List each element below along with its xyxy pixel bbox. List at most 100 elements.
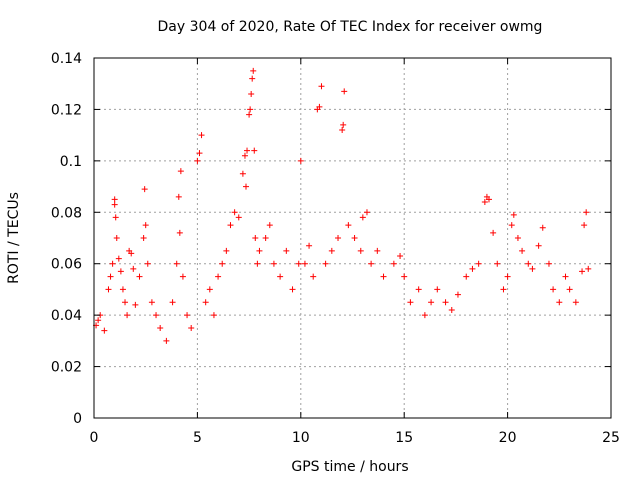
y-tick-label: 0.04: [51, 308, 82, 324]
data-point: [579, 268, 586, 275]
grid-lines: [94, 58, 611, 418]
data-point: [390, 260, 397, 267]
data-point: [566, 286, 573, 293]
data-point: [283, 247, 290, 254]
data-point: [490, 229, 497, 236]
data-point: [494, 260, 501, 267]
data-point: [157, 325, 164, 331]
data-point: [572, 299, 579, 306]
data-point: [514, 235, 521, 241]
data-point: [328, 247, 335, 254]
data-point: [519, 247, 526, 254]
data-point: [141, 186, 148, 193]
data-point: [277, 273, 284, 280]
data-point: [142, 222, 149, 229]
data-point: [95, 317, 102, 324]
data-point: [215, 273, 222, 280]
x-tick-label: 15: [395, 430, 413, 446]
axis-ticks: 0 0.02 0.04 0.06 0.08 0.1 0.12 0.14 0 5 10 15 20 25: [51, 51, 620, 446]
data-point: [454, 291, 461, 298]
data-point: [297, 157, 304, 164]
data-point: [115, 255, 122, 262]
data-point: [289, 286, 296, 293]
data-point: [556, 299, 563, 306]
data-point: [581, 222, 588, 229]
x-axis-label: GPS time / hours: [291, 459, 408, 475]
data-point: [550, 286, 557, 293]
data-point: [481, 199, 488, 205]
data-point: [173, 260, 180, 267]
data-point: [508, 222, 515, 229]
y-tick-label: 0.14: [51, 51, 82, 67]
data-point: [132, 301, 139, 308]
data-point: [113, 235, 120, 241]
x-tick-label: 20: [499, 430, 517, 446]
data-point: [235, 214, 242, 221]
data-point: [128, 250, 135, 257]
data-point: [345, 222, 352, 229]
data-point: [434, 286, 441, 293]
data-point: [442, 299, 449, 306]
data-point: [247, 106, 254, 113]
x-tick-label: 5: [193, 430, 202, 446]
data-point: [111, 196, 118, 203]
data-point: [250, 67, 257, 74]
data-point: [504, 273, 511, 280]
data-point: [539, 224, 546, 231]
data-point: [227, 222, 234, 229]
x-tick-label: 0: [90, 430, 99, 446]
data-point: [359, 214, 366, 221]
data-point: [244, 147, 251, 154]
data-point: [266, 222, 273, 229]
data-point: [175, 193, 182, 200]
data-point: [117, 268, 124, 275]
data-point: [316, 103, 323, 110]
data-point: [248, 91, 255, 97]
data-point: [318, 83, 325, 90]
data-point: [105, 286, 112, 293]
data-point: [306, 242, 313, 249]
data-point: [124, 312, 131, 319]
data-point: [144, 260, 151, 267]
data-point: [112, 214, 119, 221]
data-point: [469, 265, 476, 272]
data-point: [415, 286, 422, 293]
data-point: [340, 121, 347, 128]
data-point: [130, 265, 137, 272]
data-point: [529, 265, 536, 272]
data-point: [169, 299, 176, 306]
data-point: [249, 75, 256, 82]
data-point: [111, 201, 118, 208]
data-point: [206, 286, 213, 293]
data-point: [246, 111, 253, 118]
data-point: [545, 260, 552, 267]
y-tick-label: 0.06: [51, 257, 82, 273]
data-point: [254, 260, 261, 267]
data-point: [270, 260, 277, 267]
data-point: [119, 286, 126, 293]
data-point: [109, 260, 116, 267]
data-point: [176, 229, 183, 236]
data-point: [241, 152, 248, 159]
data-point: [525, 260, 532, 267]
data-point: [163, 337, 170, 344]
data-point: [262, 235, 269, 241]
data-point: [256, 247, 263, 254]
data-point: [485, 196, 492, 203]
data-point: [101, 327, 108, 334]
data-point: [322, 260, 329, 267]
data-point: [583, 209, 590, 216]
data-point: [153, 312, 160, 319]
data-point: [463, 273, 470, 280]
data-point: [421, 312, 428, 319]
data-point: [223, 247, 230, 254]
data-point: [252, 235, 259, 241]
data-point: [374, 247, 381, 254]
data-point: [510, 211, 517, 218]
data-point: [357, 247, 364, 254]
x-tick-label: 25: [602, 430, 620, 446]
data-point: [179, 273, 186, 280]
y-tick-label: 0: [73, 411, 82, 427]
data-point: [407, 299, 414, 306]
